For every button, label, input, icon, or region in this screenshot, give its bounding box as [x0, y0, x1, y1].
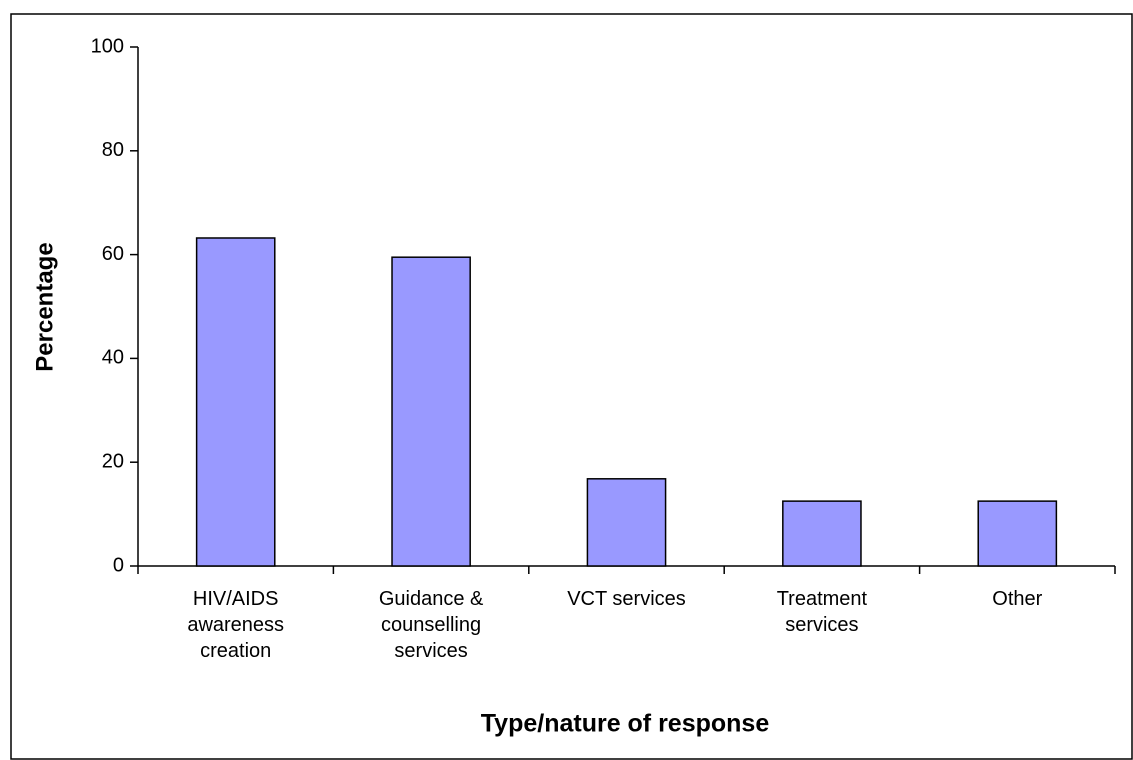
y-tick-label: 0	[113, 554, 124, 576]
bar	[391, 256, 471, 567]
bar	[586, 478, 667, 567]
x-tick-label: Other	[992, 588, 1043, 610]
y-tick-label: 60	[102, 243, 124, 265]
x-tick-label: Treatment services	[776, 588, 868, 636]
bar	[977, 500, 1058, 567]
x-axis-title: Type/nature of response	[481, 710, 770, 738]
bar	[195, 237, 276, 567]
y-tick-label: 100	[91, 35, 124, 57]
x-tick-label: VCT services	[567, 588, 686, 610]
y-axis-title: Percentage	[31, 242, 58, 371]
x-tick-label: Guidance & counselling services	[378, 588, 484, 662]
bar	[782, 500, 862, 567]
x-tick-label: HIV/AIDS awareness creation	[187, 588, 285, 662]
y-tick-label: 80	[102, 139, 124, 161]
y-tick-label: 20	[102, 450, 124, 472]
y-tick-label: 40	[102, 347, 124, 369]
